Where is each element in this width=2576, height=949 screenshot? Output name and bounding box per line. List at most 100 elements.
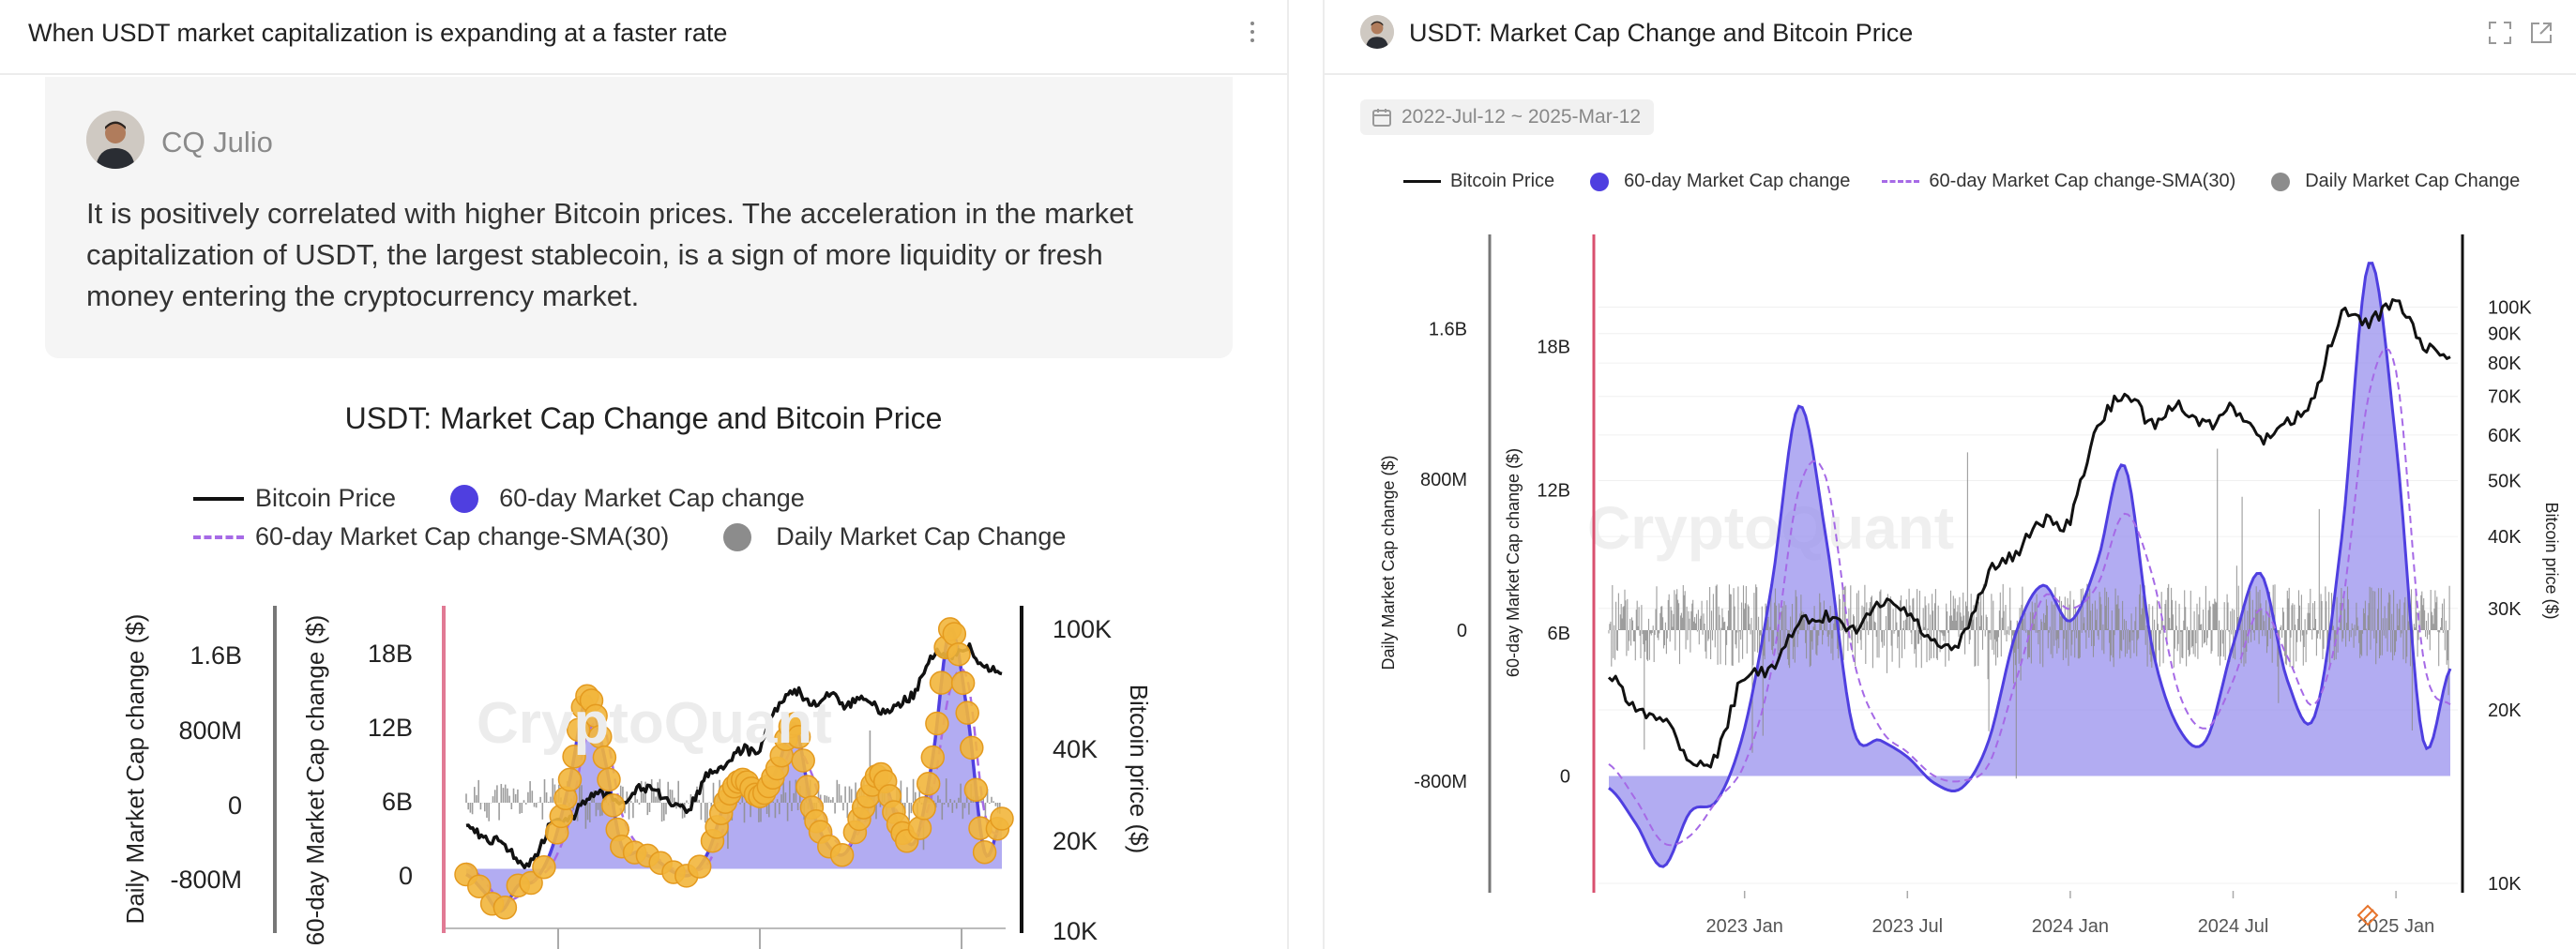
legend-item-daily[interactable]: Daily Market Cap Change — [2267, 171, 2520, 192]
highlight-marker — [942, 622, 967, 646]
highlight-marker — [597, 767, 621, 792]
highlight-marker — [705, 815, 729, 839]
highlight-marker — [920, 745, 946, 770]
highlight-marker — [687, 854, 712, 879]
highlight-marker — [912, 796, 936, 821]
right-60d-tick: 12B — [1537, 480, 1570, 501]
highlight-marker — [661, 860, 686, 884]
highlight-marker — [786, 725, 811, 749]
right-60d-axis-label: 60-day Market Cap change ($) — [1504, 448, 1523, 677]
left-60d-axis-label: 60-day Market Cap change ($) — [301, 615, 329, 946]
legend-label: 60-day Market Cap change — [1624, 171, 1851, 191]
right-btc-tick: 10K — [2488, 874, 2522, 895]
highlight-marker — [730, 767, 755, 792]
highlight-marker — [925, 711, 949, 736]
highlight-marker — [735, 770, 760, 794]
highlight-marker — [829, 843, 855, 867]
highlight-marker — [492, 896, 518, 920]
legend-item-sma[interactable]: 60-day Market Cap change-SMA(30) — [193, 522, 669, 551]
highlight-marker — [907, 816, 932, 840]
highlight-marker — [796, 775, 820, 799]
legend-line-icon — [193, 496, 244, 501]
legend-dot-icon — [2271, 172, 2291, 191]
legend-item-daily[interactable]: Daily Market Cap Change — [723, 522, 1066, 551]
highlight-marker — [726, 769, 750, 794]
legend-label: Bitcoin Price — [1450, 171, 1555, 191]
avatar — [1360, 15, 1394, 49]
right-panel: USDT: Market Cap Change and Bitcoin Pric… — [1325, 0, 2576, 949]
x-tick-label: 2023 Jul — [1871, 916, 1943, 937]
right-60d-tick: 18B — [1537, 338, 1570, 358]
right-daily-tick: 800M — [1420, 470, 1467, 490]
right-daily-tick: 1.6B — [1429, 319, 1467, 339]
date-range-picker[interactable]: 2022-Jul-12 ~ 2025-Mar-12 — [1360, 99, 1655, 135]
right-btc-tick: 40K — [2488, 527, 2522, 548]
legend-label: Daily Market Cap Change — [2305, 171, 2521, 191]
right-legend: Bitcoin Price 60-day Market Cap change 6… — [1403, 171, 2520, 192]
right-y-ticks: 100K 90K 80K 70K 60K 50K 40K 30K 20K 10K 18B 12B 6B 0… — [1414, 298, 2532, 896]
legend-label: Bitcoin Price — [255, 484, 397, 512]
highlight-marker — [467, 874, 492, 898]
highlight-marker — [635, 843, 660, 868]
right-btc-tick: 20K — [2488, 700, 2522, 721]
legend-item-sma[interactable]: 60-day Market Cap change-SMA(30) — [1882, 171, 2235, 192]
right-btc-tick: 70K — [2488, 387, 2522, 408]
highlight-marker — [929, 670, 954, 695]
more-options-icon[interactable] — [1246, 17, 1259, 49]
highlight-marker — [937, 617, 962, 641]
highlight-marker — [877, 784, 902, 808]
calendar-icon — [1372, 109, 1391, 127]
highlight-marker — [570, 695, 596, 719]
highlight-marker — [950, 670, 976, 696]
legend-dash-icon — [1882, 180, 1920, 183]
series-sma-line — [1608, 347, 2451, 847]
highlight-marker — [960, 735, 984, 761]
left-panel-header: When USDT market capitalization is expan… — [0, 0, 1287, 75]
left-60d-tick: 0 — [399, 862, 413, 890]
left-panel-title: When USDT market capitalization is expan… — [28, 19, 728, 47]
highlight-marker — [610, 834, 634, 859]
comment-text: It is positively correlated with higher … — [86, 197, 1133, 312]
highlight-marker — [856, 784, 881, 809]
highlight-marker — [479, 892, 505, 916]
right-btc-tick: 60K — [2488, 426, 2522, 446]
comment-author: CQ Julio — [161, 126, 273, 158]
left-daily-tick: 800M — [178, 716, 242, 745]
highlight-marker — [894, 829, 919, 853]
legend-item-60d[interactable]: 60-day Market Cap change — [1586, 171, 1850, 192]
watermark: CryptoQuant — [477, 691, 832, 756]
highlight-marker — [933, 635, 958, 660]
highlight-marker — [882, 800, 906, 824]
left-btc-tick: 20K — [1053, 827, 1098, 855]
series-60d-line — [465, 627, 1004, 913]
right-chart-svg: CryptoQuant 2023 Jan 2023 Jul 2024 Jan 2024… — [1379, 234, 2561, 937]
x-tick-label: 2024 Jan — [2032, 916, 2109, 937]
legend-dot-icon — [723, 522, 752, 551]
highlight-marker — [947, 641, 971, 667]
open-external-icon[interactable] — [2529, 21, 2553, 45]
legend-dot-icon — [450, 484, 479, 513]
highlight-marker — [872, 769, 898, 794]
highlight-marker — [743, 782, 768, 806]
right-daily-axis-label: Daily Market Cap change ($) — [1379, 455, 1398, 670]
highlight-marker — [532, 854, 556, 880]
x-tick-label: 2023 Jan — [1706, 916, 1783, 937]
highlight-marker — [955, 700, 979, 725]
left-btc-tick: 10K — [1053, 917, 1098, 945]
highlight-marker — [799, 795, 825, 820]
avatar — [86, 111, 144, 169]
legend-item-60d[interactable]: 60-day Market Cap change — [450, 484, 805, 513]
watch-icon[interactable] — [2356, 904, 2379, 926]
left-daily-axis-label: Daily Market Cap change ($) — [121, 614, 149, 925]
series-sma-line — [465, 668, 1003, 903]
fullscreen-icon[interactable] — [2488, 21, 2512, 45]
highlight-marker — [739, 776, 764, 801]
series-bitcoin-line — [465, 642, 1003, 869]
right-btc-tick: 80K — [2488, 354, 2522, 374]
highlight-marker — [748, 784, 772, 808]
highlight-marker — [869, 761, 893, 787]
legend-item-bitcoin[interactable]: Bitcoin Price — [193, 484, 396, 513]
legend-item-bitcoin[interactable]: Bitcoin Price — [1403, 171, 1554, 192]
highlight-marker — [972, 839, 997, 865]
highlight-marker — [842, 820, 868, 845]
